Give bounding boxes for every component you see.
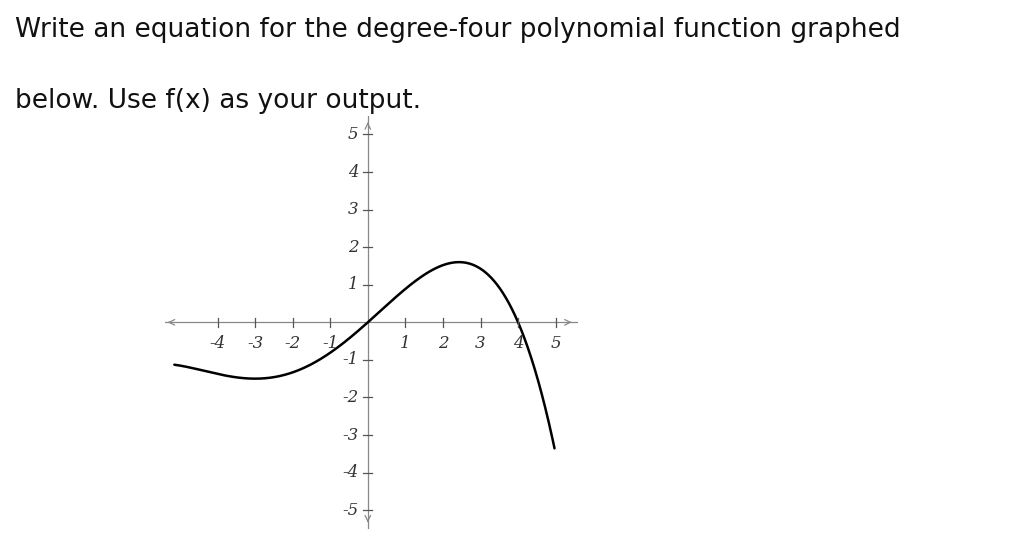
Text: -5: -5 [342,501,358,518]
Text: Write an equation for the degree-four polynomial function graphed: Write an equation for the degree-four po… [15,17,901,42]
Text: -4: -4 [210,336,226,353]
Text: 5: 5 [348,126,358,143]
Text: -3: -3 [342,426,358,444]
Text: 2: 2 [348,239,358,256]
Text: 4: 4 [348,164,358,181]
Text: -4: -4 [342,464,358,481]
Text: -2: -2 [285,336,300,353]
Text: 2: 2 [438,336,448,353]
Text: 5: 5 [551,336,561,353]
Text: -3: -3 [247,336,264,353]
Text: 1: 1 [400,336,410,353]
Text: -1: -1 [322,336,338,353]
Text: 1: 1 [348,276,358,293]
Text: -1: -1 [342,352,358,369]
Text: 3: 3 [475,336,486,353]
Text: -2: -2 [342,389,358,406]
Text: 3: 3 [348,201,358,218]
Text: 4: 4 [513,336,523,353]
Text: below. Use f(x) as your output.: below. Use f(x) as your output. [15,88,421,114]
